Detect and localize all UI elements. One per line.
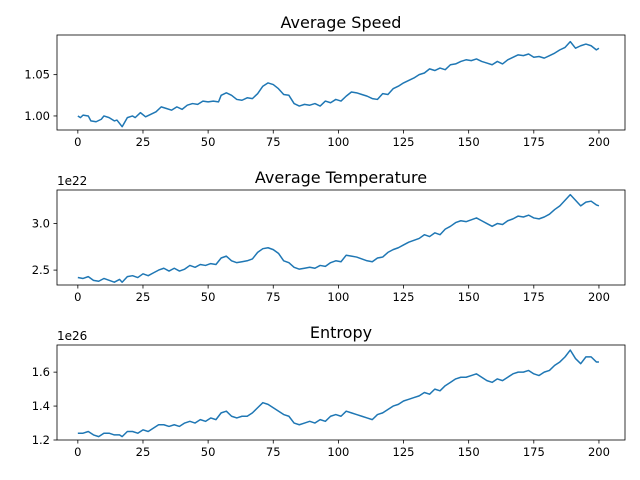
- x-tick-label: 100: [327, 135, 349, 149]
- y-tick-label: 1.05: [24, 68, 50, 82]
- x-tick-label: 125: [393, 290, 415, 304]
- axes-frame: [56, 34, 626, 131]
- x-tick-label: 50: [201, 135, 216, 149]
- x-tick-label: 175: [523, 290, 545, 304]
- axis-offset-multiplier: 1e26: [57, 329, 87, 343]
- axes-frame: [56, 344, 626, 441]
- x-tick-label: 25: [136, 135, 151, 149]
- x-tick-label: 0: [74, 290, 81, 304]
- subplot-1: Average Speed 0 25 50 75 100 125 150 175 200 1.00 1…: [24, 13, 626, 149]
- x-tick-label: 150: [458, 135, 480, 149]
- x-tick-label: 175: [523, 135, 545, 149]
- y-tick-label: 1.2: [32, 433, 50, 447]
- subplot-2: Average Temperature 1e22 0 25 50 75 100 125 150 1…: [32, 168, 626, 304]
- x-tick-label: 75: [266, 445, 281, 459]
- y-tick-label: 3.0: [32, 217, 50, 231]
- x-tick-label: 75: [266, 290, 281, 304]
- x-tick-label: 150: [458, 445, 480, 459]
- x-tick-label: 150: [458, 290, 480, 304]
- series-line-1: [77, 349, 599, 438]
- x-tick-label: 200: [588, 445, 610, 459]
- axis-offset-multiplier: 1e22: [57, 174, 87, 188]
- x-tick-label: 125: [393, 135, 415, 149]
- x-tick-label: 100: [327, 290, 349, 304]
- axes-frame: [56, 189, 626, 286]
- chart-title: Average Temperature: [255, 168, 427, 187]
- y-tick-label: 1.6: [32, 365, 50, 379]
- chart-title: Entropy: [310, 323, 372, 342]
- series-line-1: [77, 40, 600, 128]
- x-tick-label: 75: [266, 135, 281, 149]
- x-tick-label: 200: [588, 290, 610, 304]
- x-tick-label: 0: [74, 445, 81, 459]
- x-tick-label: 175: [523, 445, 545, 459]
- x-tick-label: 100: [327, 445, 349, 459]
- x-tick-label: 0: [74, 135, 81, 149]
- x-tick-label: 25: [136, 290, 151, 304]
- y-tick-label: 2.5: [32, 263, 50, 277]
- series-line-1: [77, 193, 600, 283]
- x-tick-label: 25: [136, 445, 151, 459]
- subplot-3: Entropy 1e26 0 25 50 75 100 125 150 175 200 1.2 1.4 1…: [32, 323, 626, 459]
- x-tick-label: 200: [588, 135, 610, 149]
- x-tick-label: 50: [201, 445, 216, 459]
- y-tick-label: 1.00: [24, 109, 50, 123]
- x-tick-label: 125: [393, 445, 415, 459]
- y-tick-label: 1.4: [32, 399, 50, 413]
- subplots: Average Speed 0 25 50 75 100 125 150 175 200 1.00 1…: [24, 13, 626, 459]
- x-tick-label: 50: [201, 290, 216, 304]
- chart-title: Average Speed: [281, 13, 402, 32]
